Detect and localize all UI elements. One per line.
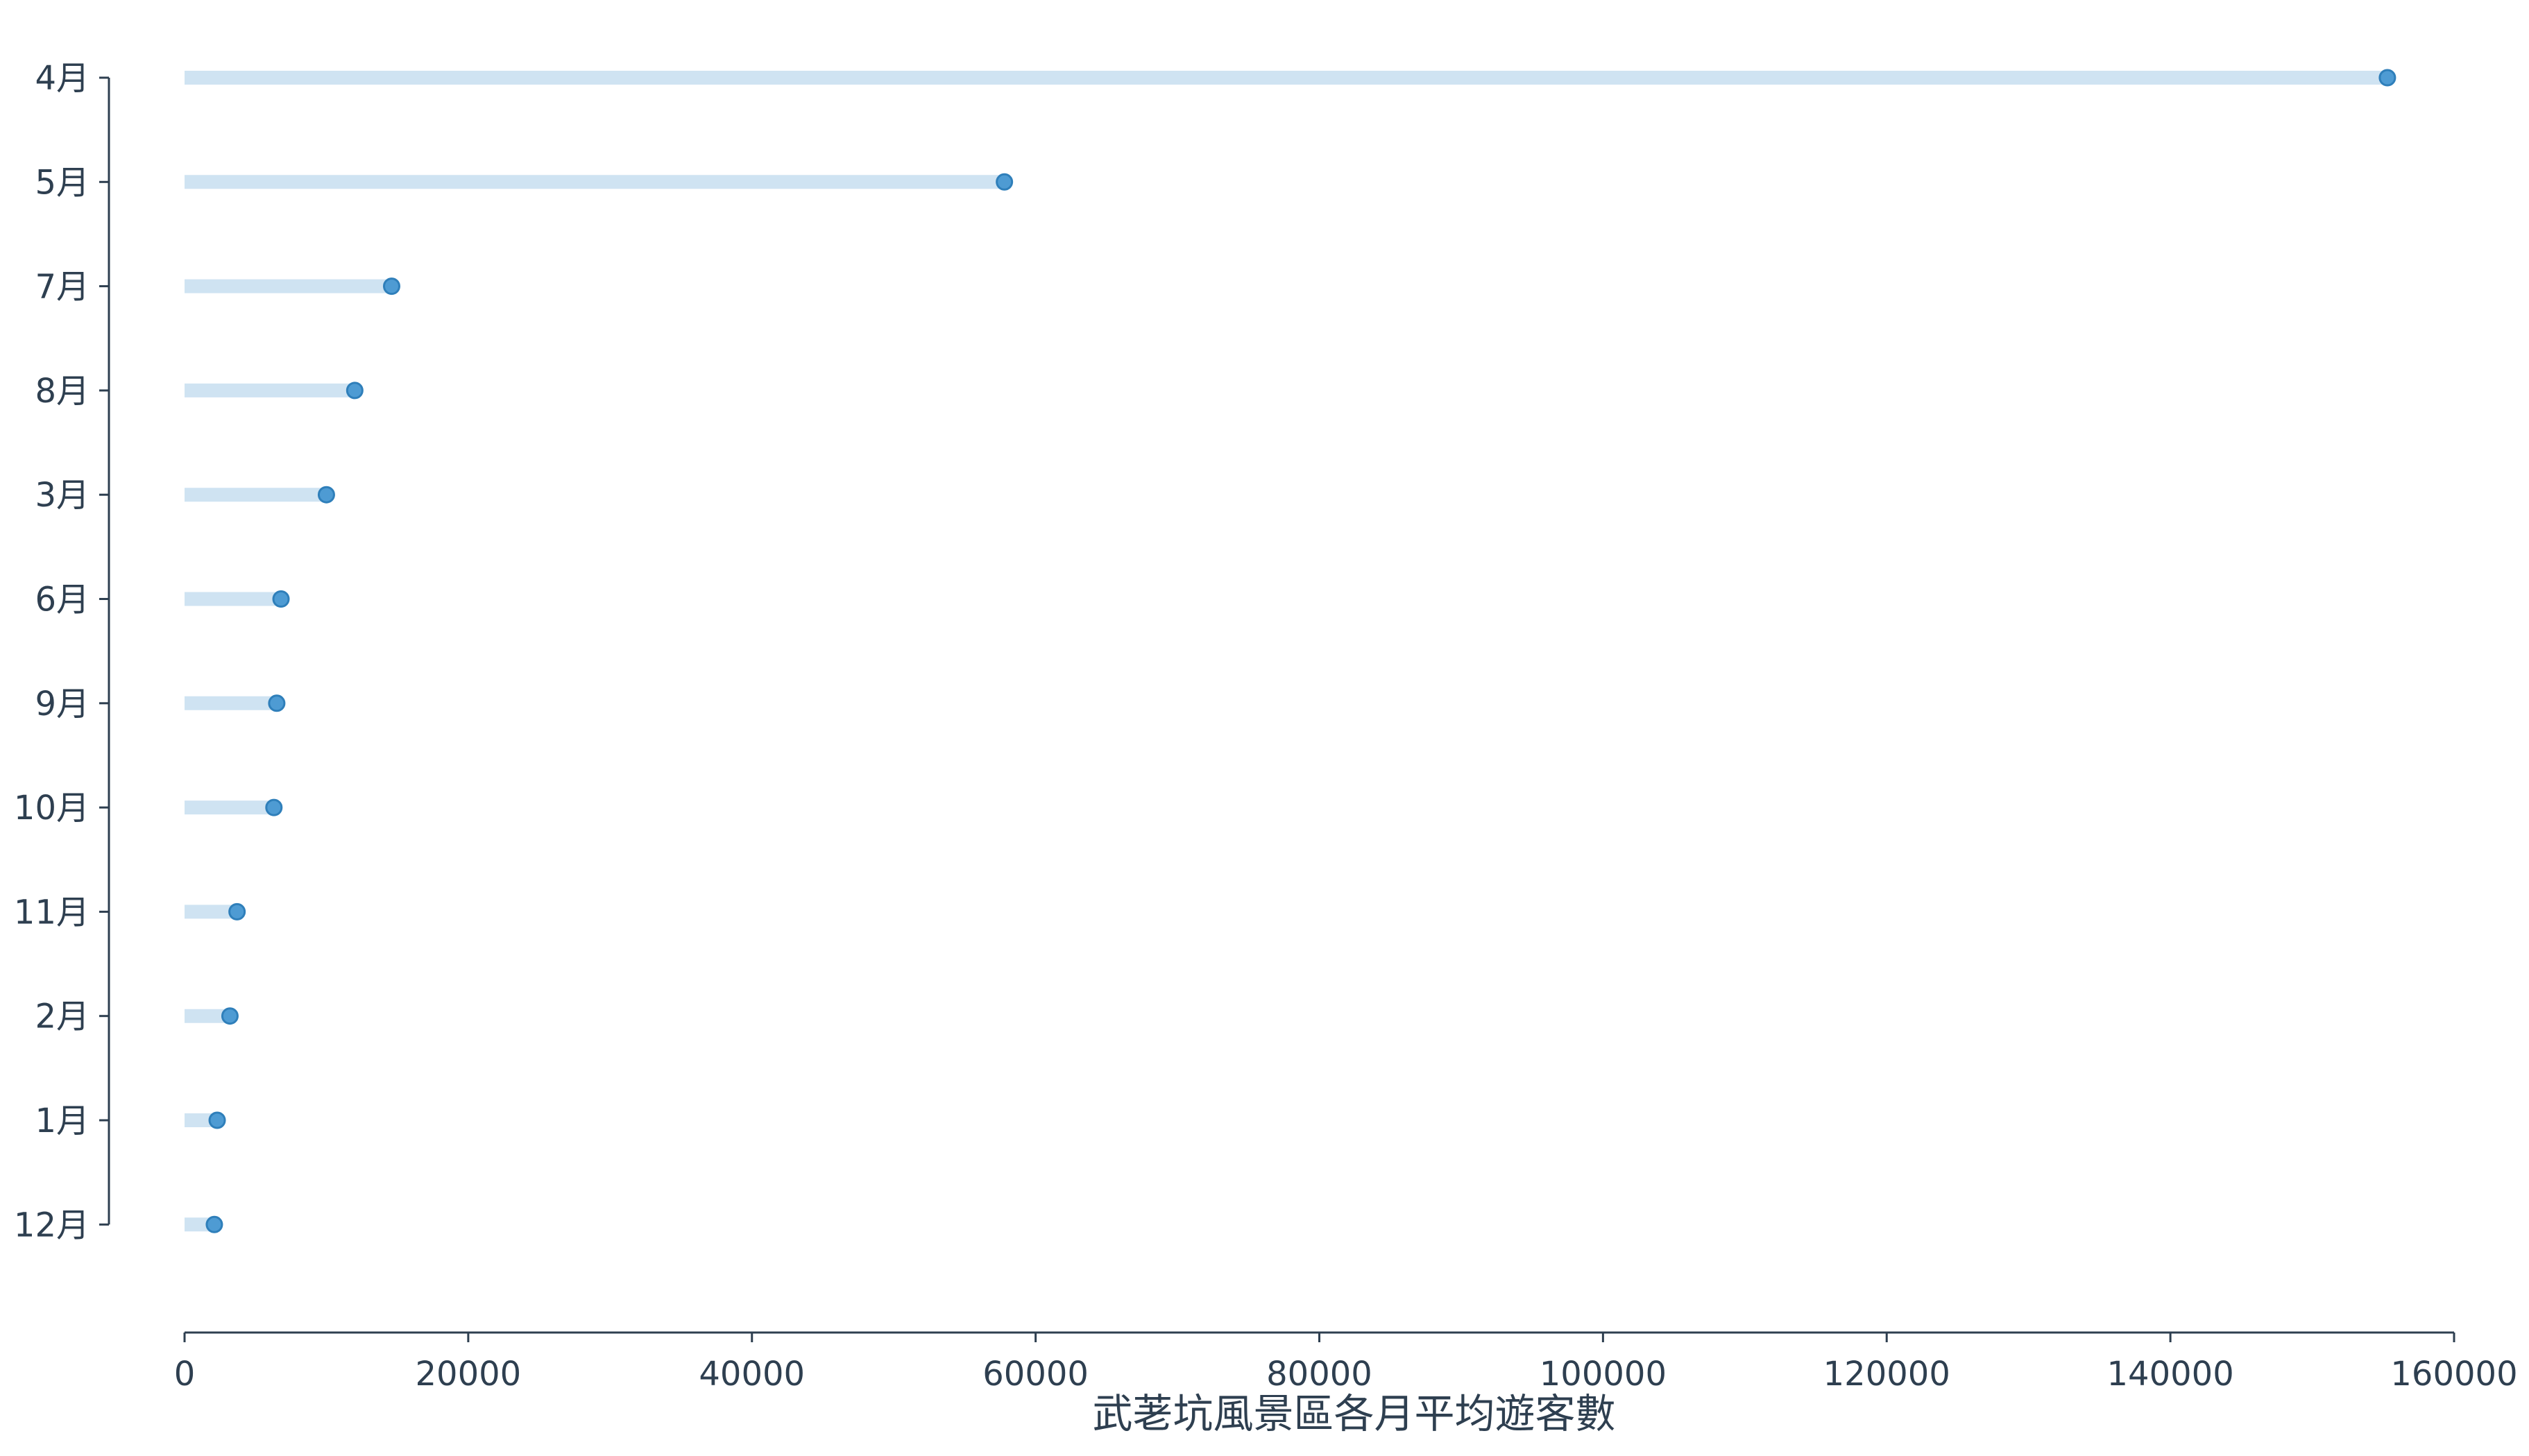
y-axis: 4月 5月 7月 8月 3月 6月 9月 10月 11月 2月 1月 12月 bbox=[14, 59, 110, 1244]
marker-6 bbox=[272, 590, 290, 608]
marker-12 bbox=[205, 1215, 223, 1233]
y-tick-label: 7月 bbox=[35, 268, 90, 307]
x-tick-label: 140000 bbox=[2107, 1355, 2234, 1394]
y-tick-label: 8月 bbox=[35, 372, 90, 411]
marker-10 bbox=[221, 1007, 239, 1025]
x-tick-label: 120000 bbox=[1823, 1355, 1950, 1394]
stems-layer bbox=[185, 71, 2387, 1232]
y-tick-label: 9月 bbox=[35, 685, 90, 723]
x-axis: 0 20000 40000 60000 80000 100000 120000 140000 1… bbox=[174, 1331, 2518, 1394]
x-axis-title: 武荖坑風景區各月平均遊客數 bbox=[1092, 1390, 1615, 1437]
x-tick-label: 80000 bbox=[1266, 1355, 1372, 1394]
marker-3 bbox=[382, 277, 400, 296]
y-tick-label: 5月 bbox=[35, 163, 90, 202]
marker-11 bbox=[208, 1111, 226, 1129]
y-tick-label: 4月 bbox=[35, 59, 90, 98]
marker-1 bbox=[2378, 69, 2396, 87]
x-tick-label: 40000 bbox=[699, 1355, 805, 1394]
markers-layer bbox=[205, 69, 2396, 1233]
marker-5 bbox=[317, 486, 335, 504]
marker-9 bbox=[228, 902, 246, 920]
marker-4 bbox=[346, 382, 364, 400]
x-tick-label: 160000 bbox=[2390, 1355, 2517, 1394]
y-tick-label: 12月 bbox=[14, 1206, 90, 1244]
x-tick-label: 20000 bbox=[416, 1355, 522, 1394]
x-tick-label: 100000 bbox=[1540, 1355, 1667, 1394]
marker-2 bbox=[996, 173, 1014, 191]
marker-8 bbox=[265, 798, 283, 816]
y-tick-label: 1月 bbox=[35, 1102, 90, 1140]
x-tick-label: 60000 bbox=[982, 1355, 1089, 1394]
x-tick-label: 0 bbox=[174, 1355, 196, 1394]
y-tick-label: 3月 bbox=[35, 476, 90, 515]
y-tick-label: 6月 bbox=[35, 581, 90, 619]
y-tick-label: 11月 bbox=[14, 893, 90, 932]
marker-7 bbox=[268, 694, 286, 712]
y-tick-label: 10月 bbox=[14, 789, 90, 828]
y-tick-label: 2月 bbox=[35, 997, 90, 1036]
